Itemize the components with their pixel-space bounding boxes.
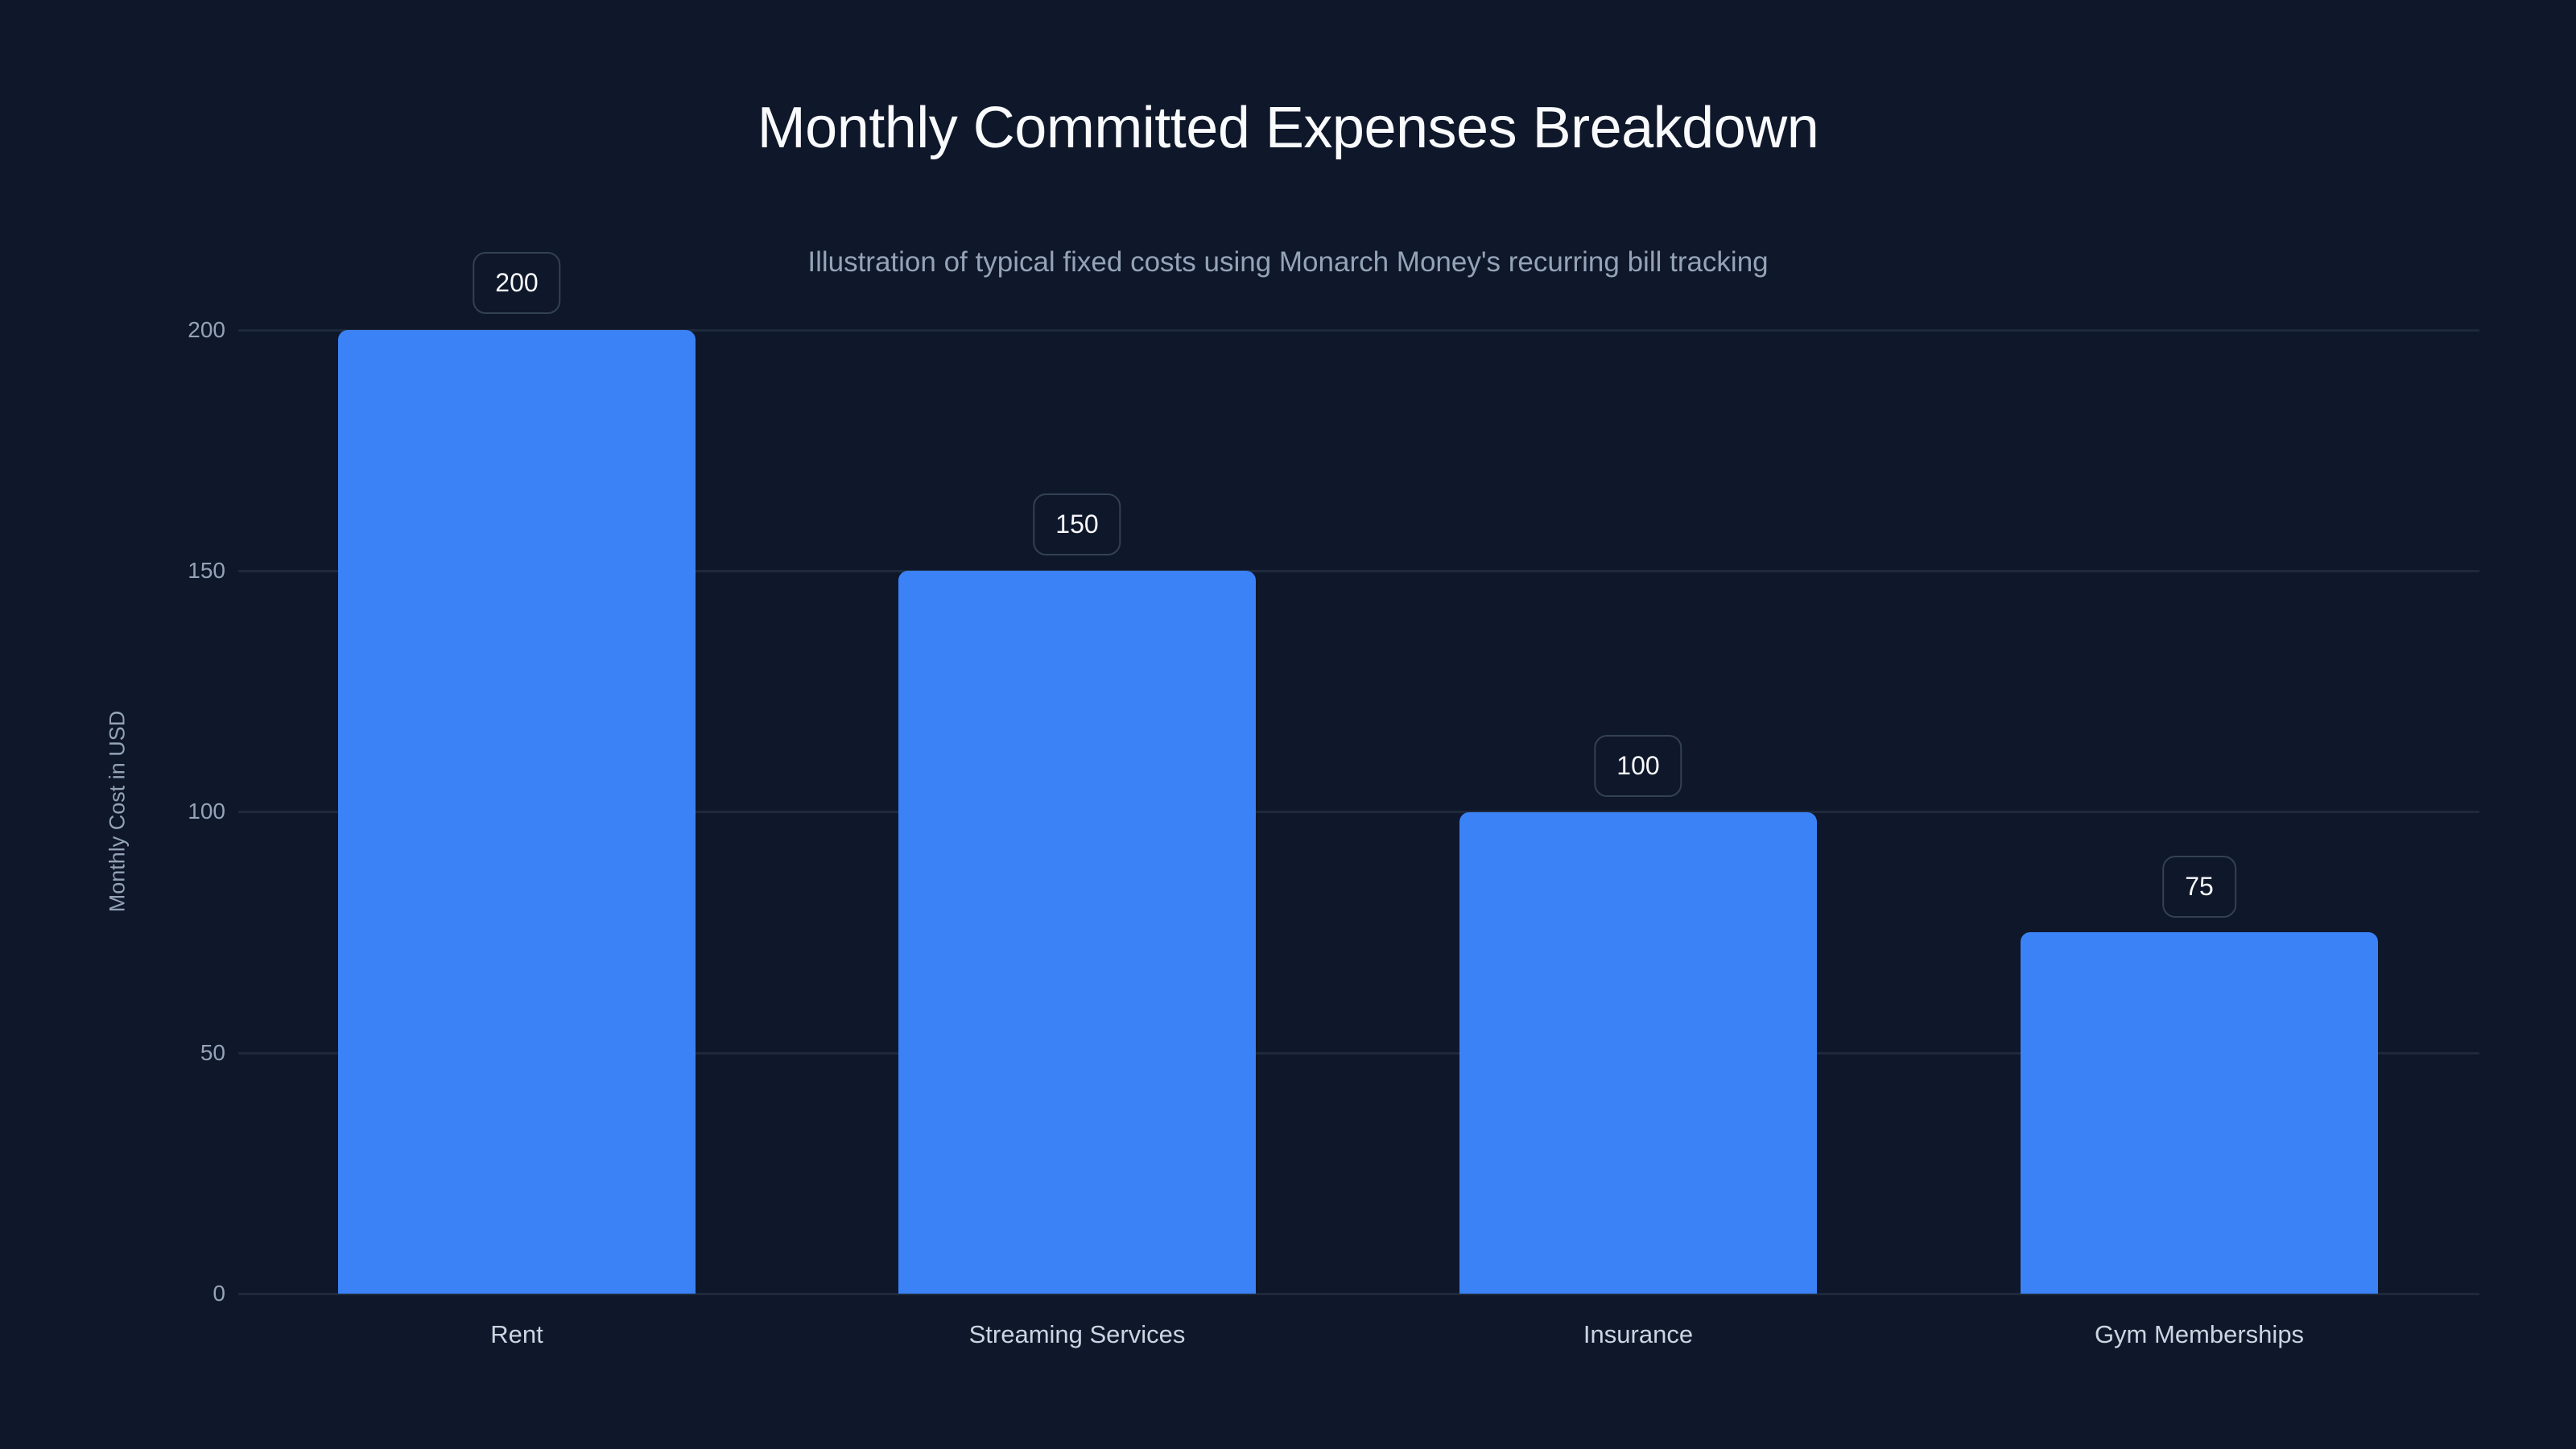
- data-label-rent: 200: [473, 252, 561, 314]
- bar-rent[interactable]: [338, 330, 696, 1294]
- y-tick: 0: [213, 1281, 225, 1306]
- gridline-0: [238, 1293, 2479, 1295]
- x-tick-rent: Rent: [490, 1320, 543, 1348]
- chart-title: Monthly Committed Expenses Breakdown: [757, 96, 1819, 160]
- y-tick: 100: [188, 799, 225, 824]
- y-tick: 150: [188, 558, 225, 583]
- bar-gym-memberships[interactable]: [2021, 932, 2378, 1294]
- y-tick: 50: [200, 1040, 225, 1065]
- x-tick-gym-memberships: Gym Memberships: [2094, 1320, 2305, 1348]
- data-label-insurance: 100: [1594, 735, 1682, 797]
- plot-area: 200 150 100 50 0 200 150 100 75: [188, 252, 2479, 1306]
- x-tick-streaming-services: Streaming Services: [968, 1320, 1186, 1348]
- x-tick-insurance: Insurance: [1583, 1320, 1694, 1348]
- data-label-gym-memberships: 75: [2162, 856, 2236, 918]
- y-tick: 200: [188, 317, 225, 342]
- chart-subtitle: Illustration of typical fixed costs usin…: [807, 246, 1769, 278]
- data-label-streaming-services: 150: [1033, 493, 1121, 555]
- gridline-150: [238, 570, 2479, 572]
- gridline-100: [238, 811, 2479, 813]
- gridline-50: [238, 1052, 2479, 1055]
- y-axis-label: Monthly Cost in USD: [105, 710, 130, 913]
- gridline-200: [238, 329, 2479, 332]
- bar-insurance[interactable]: [1459, 812, 1817, 1294]
- bar-streaming-services[interactable]: [898, 571, 1256, 1294]
